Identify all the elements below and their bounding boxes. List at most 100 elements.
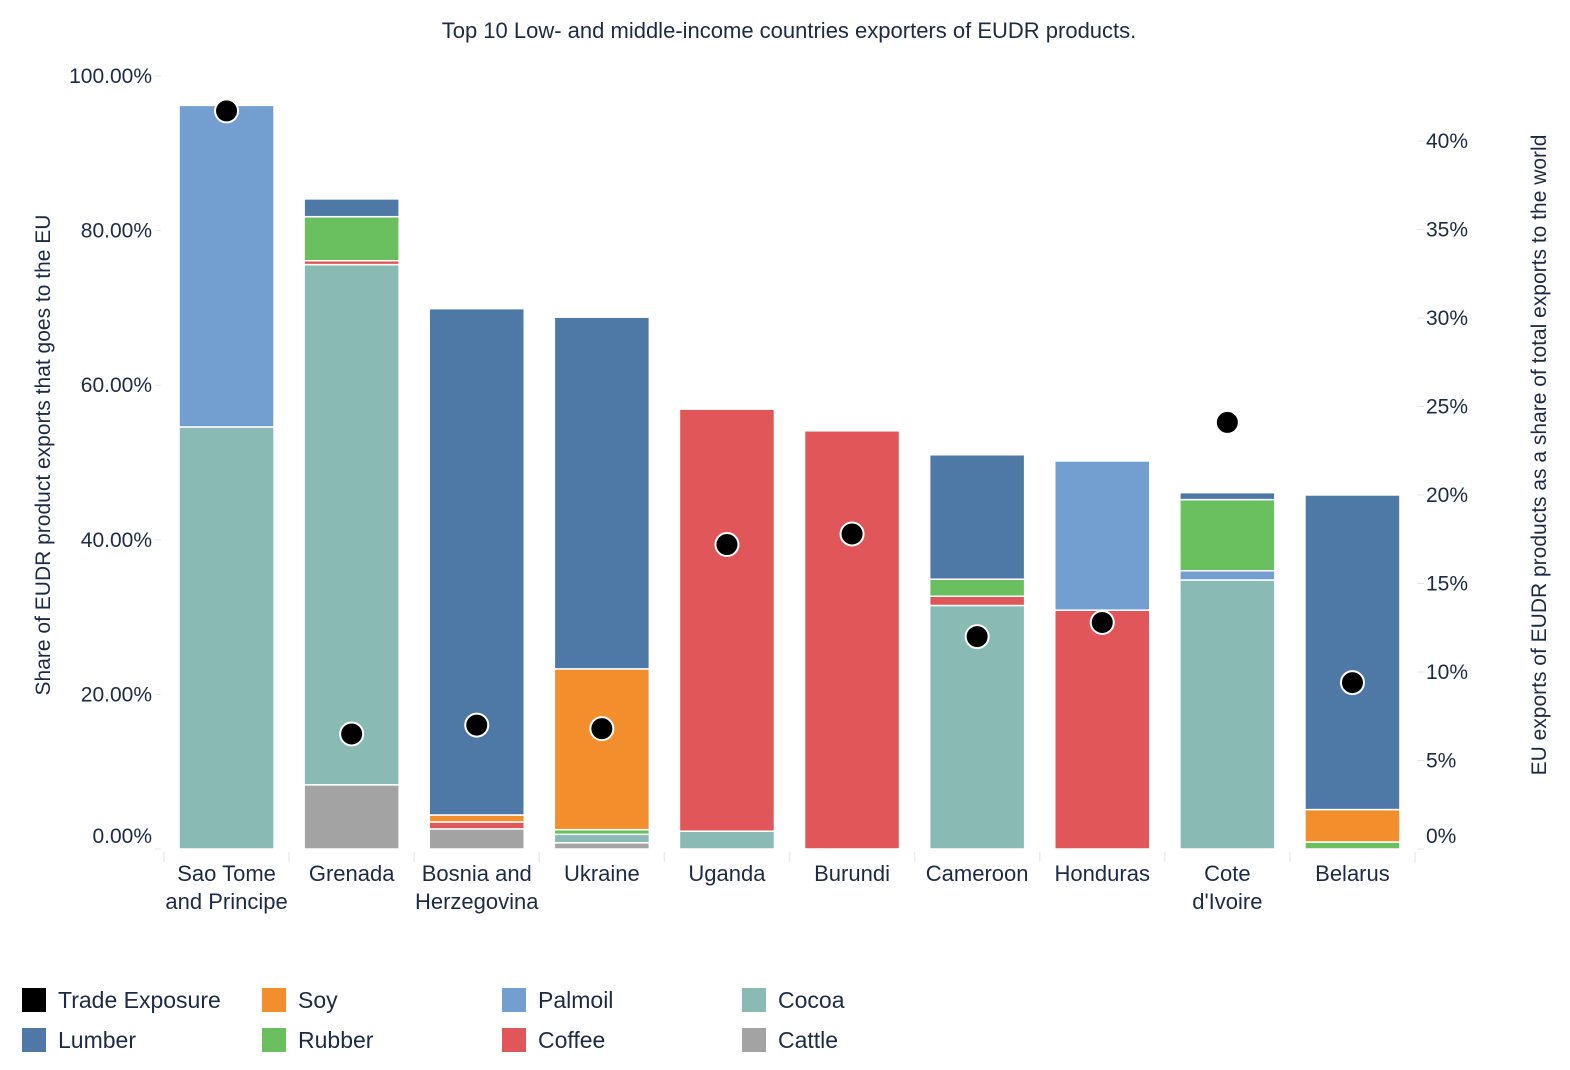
- trade-exposure-dot: [1339, 670, 1365, 696]
- x-tick-label: d'Ivoire: [1192, 889, 1262, 914]
- bar-segment-cocoa: [178, 426, 275, 850]
- legend-swatch: [22, 1028, 46, 1052]
- y-tick-label: 40.00%: [81, 529, 152, 552]
- bar-segment-rubber: [1304, 841, 1401, 850]
- bar-segment-coffee: [428, 821, 525, 830]
- bar-segment-cocoa: [303, 263, 400, 786]
- bar-segment-rubber: [1179, 498, 1276, 572]
- bar-segment-rubber: [303, 215, 400, 262]
- y-tick-label: 100.00%: [69, 65, 152, 88]
- bar-stack: [1304, 494, 1401, 850]
- y2-tick-label: 40%: [1426, 130, 1468, 153]
- trade-exposure-dot: [339, 721, 365, 747]
- bar-segment-cocoa: [1179, 579, 1276, 850]
- trade-exposure-dot: [1089, 609, 1115, 635]
- chart-title: Top 10 Low- and middle-income countries …: [442, 18, 1137, 43]
- legend-label: Soy: [298, 986, 338, 1013]
- legend-label: Palmoil: [538, 986, 614, 1013]
- y2-tick-label: 30%: [1426, 307, 1468, 330]
- trade-exposure-dot: [464, 712, 490, 738]
- legend-item-trade-exposure[interactable]: Trade Exposure: [22, 985, 221, 1015]
- y-axis-left: 0.00% 20.00% 40.00% 60.00% 80.00% 100.00%: [69, 65, 161, 850]
- trade-exposure-dot: [214, 98, 240, 124]
- legend-item-cattle[interactable]: Cattle: [742, 1025, 838, 1055]
- legend-swatch: [22, 988, 46, 1012]
- bar-segment-lumber: [1179, 491, 1276, 501]
- bar-segment-cocoa: [678, 830, 776, 850]
- y-tick-label: 60.00%: [81, 374, 152, 397]
- x-tick-label: Grenada: [309, 861, 395, 886]
- x-tick-label: Cameroon: [926, 861, 1029, 886]
- legend-item-lumber[interactable]: Lumber: [22, 1025, 136, 1055]
- legend-item-soy[interactable]: Soy: [262, 985, 338, 1015]
- legend-swatch: [502, 988, 526, 1012]
- bar-stack: [428, 307, 525, 850]
- y-axis-title: Share of EUDR product exports that goes …: [32, 215, 55, 696]
- legend-item-palmoil[interactable]: Palmoil: [502, 985, 613, 1015]
- x-tick-label: Belarus: [1315, 861, 1390, 886]
- bar-segment-lumber: [428, 307, 525, 816]
- bars: [178, 104, 1401, 850]
- bar-segment-soy: [428, 814, 525, 823]
- bar-segment-soy: [1304, 808, 1401, 843]
- bar-stack: [553, 316, 651, 850]
- bar-stack: [1054, 460, 1151, 850]
- legend-label: Cattle: [778, 1026, 839, 1053]
- legend-swatch: [262, 1028, 286, 1052]
- chart: Top 10 Low- and middle-income countries …: [32, 18, 1551, 914]
- legend-swatch: [262, 988, 286, 1012]
- legend: Trade Exposure Soy Palmoil Cocoa Lumber Rubbe…: [22, 985, 922, 1065]
- bar-stack: [178, 104, 275, 850]
- y-tick-label: 80.00%: [81, 220, 152, 243]
- legend-label: Rubber: [298, 1026, 374, 1053]
- y2-tick-label: 15%: [1426, 573, 1468, 596]
- legend-swatch: [742, 988, 766, 1012]
- bar-segment-palmoil: [178, 104, 275, 428]
- x-tick-label: and Principe: [165, 889, 287, 914]
- x-tick-label: Herzegovina: [415, 889, 539, 914]
- legend-item-rubber[interactable]: Rubber: [262, 1025, 373, 1055]
- y2-axis-title: EU exports of EUDR products as a share o…: [1528, 135, 1551, 776]
- bar-segment-cattle: [553, 842, 651, 850]
- bar-segment-soy: [553, 668, 651, 831]
- bar-stack: [803, 430, 901, 850]
- y2-tick-label: 25%: [1426, 396, 1468, 419]
- legend-label: Lumber: [58, 1026, 136, 1053]
- x-tick-label: Ukraine: [564, 861, 640, 886]
- bar-segment-coffee: [803, 430, 901, 850]
- bar-segment-coffee: [928, 595, 1026, 607]
- x-tick-label: Cote: [1204, 861, 1250, 886]
- legend-label: Cocoa: [778, 986, 845, 1013]
- bar-segment-coffee: [678, 408, 776, 832]
- bar-stack: [928, 454, 1026, 850]
- legend-item-coffee[interactable]: Coffee: [502, 1025, 605, 1055]
- bar-segment-cocoa: [553, 833, 651, 844]
- y-axis-right: 0% 5% 10% 15% 20% 25% 30% 35% 40%: [1417, 130, 1468, 850]
- trade-exposure-dot: [1214, 409, 1240, 435]
- bar-stack: [303, 198, 400, 850]
- bar-segment-lumber: [553, 316, 651, 670]
- y2-tick-label: 5%: [1426, 750, 1456, 773]
- x-tick-label: Honduras: [1055, 861, 1150, 886]
- bar-segment-palmoil: [1179, 569, 1276, 581]
- legend-label: Coffee: [538, 1026, 606, 1053]
- bar-segment-rubber: [928, 578, 1026, 597]
- legend-swatch: [742, 1028, 766, 1052]
- x-tick-label: Uganda: [688, 861, 766, 886]
- y2-tick-label: 10%: [1426, 661, 1468, 684]
- y-tick-label: 20.00%: [81, 683, 152, 706]
- axis-ticks: [163, 852, 1416, 862]
- trade-exposure-dot: [839, 521, 865, 547]
- bar-segment-lumber: [303, 198, 400, 218]
- legend-item-cocoa[interactable]: Cocoa: [742, 985, 844, 1015]
- bar-segment-lumber: [1304, 494, 1401, 811]
- x-tick-label: Burundi: [814, 861, 890, 886]
- trade-exposure-dots: [214, 98, 1365, 747]
- trade-exposure-dot: [589, 716, 615, 742]
- y2-tick-label: 0%: [1426, 825, 1456, 848]
- bar-segment-cattle: [303, 784, 400, 850]
- legend-swatch: [502, 1028, 526, 1052]
- bar-segment-lumber: [928, 454, 1026, 580]
- x-tick-label: Sao Tome: [177, 861, 276, 886]
- bar-segment-cattle: [428, 828, 525, 850]
